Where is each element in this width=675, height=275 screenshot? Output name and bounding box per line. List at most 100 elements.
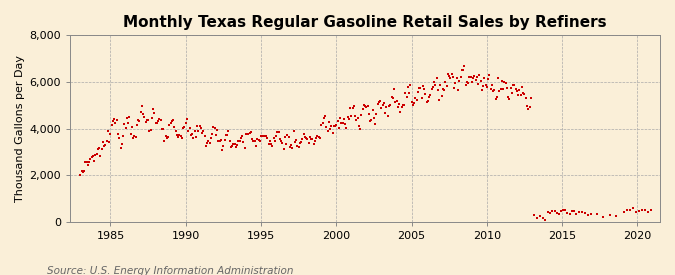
Point bbox=[307, 137, 318, 141]
Point bbox=[98, 139, 109, 144]
Point bbox=[342, 115, 353, 119]
Point bbox=[170, 128, 181, 133]
Point bbox=[202, 141, 213, 146]
Point bbox=[319, 114, 330, 119]
Point bbox=[153, 119, 163, 123]
Point bbox=[308, 142, 319, 146]
Point bbox=[386, 95, 397, 99]
Point bbox=[246, 130, 256, 134]
Point bbox=[183, 129, 194, 134]
Point bbox=[262, 136, 273, 141]
Point bbox=[512, 89, 522, 94]
Point bbox=[488, 89, 499, 94]
Point bbox=[351, 118, 362, 122]
Point bbox=[379, 101, 389, 106]
Point bbox=[597, 215, 608, 219]
Point bbox=[502, 86, 512, 90]
Point bbox=[354, 124, 364, 128]
Point bbox=[155, 117, 166, 122]
Point bbox=[234, 139, 245, 143]
Point bbox=[398, 103, 408, 108]
Point bbox=[303, 141, 314, 145]
Point bbox=[477, 87, 487, 92]
Point bbox=[316, 122, 327, 127]
Point bbox=[420, 92, 431, 97]
Point bbox=[290, 140, 300, 144]
Point bbox=[371, 111, 382, 116]
Point bbox=[396, 105, 407, 109]
Point bbox=[265, 139, 275, 143]
Point bbox=[322, 129, 333, 133]
Point bbox=[411, 98, 422, 102]
Point bbox=[583, 213, 593, 218]
Point bbox=[450, 81, 461, 85]
Point bbox=[116, 142, 127, 146]
Point bbox=[558, 208, 568, 213]
Point bbox=[506, 90, 517, 95]
Point bbox=[107, 123, 117, 128]
Point bbox=[347, 106, 358, 110]
Point bbox=[231, 145, 242, 149]
Point bbox=[146, 116, 157, 120]
Point bbox=[107, 119, 118, 123]
Point bbox=[158, 127, 169, 131]
Point bbox=[132, 123, 142, 128]
Point bbox=[169, 125, 180, 129]
Point bbox=[366, 118, 377, 123]
Point bbox=[266, 142, 277, 146]
Point bbox=[193, 128, 204, 133]
Point bbox=[472, 81, 483, 86]
Point bbox=[380, 111, 391, 116]
Point bbox=[196, 131, 207, 135]
Point bbox=[414, 86, 425, 90]
Point bbox=[390, 100, 401, 104]
Point bbox=[269, 139, 280, 144]
Point bbox=[159, 139, 170, 143]
Point bbox=[579, 211, 590, 215]
Point bbox=[391, 98, 402, 103]
Point bbox=[200, 144, 211, 148]
Point bbox=[624, 208, 635, 212]
Point bbox=[340, 121, 350, 126]
Point bbox=[566, 208, 577, 213]
Point bbox=[237, 134, 248, 139]
Point bbox=[304, 135, 315, 139]
Point bbox=[254, 139, 265, 143]
Point bbox=[119, 121, 130, 126]
Text: Source: U.S. Energy Information Administration: Source: U.S. Energy Information Administ… bbox=[47, 266, 294, 275]
Point bbox=[436, 94, 447, 98]
Point bbox=[275, 139, 286, 144]
Point bbox=[298, 132, 309, 136]
Point bbox=[556, 209, 566, 213]
Point bbox=[272, 130, 283, 134]
Point bbox=[433, 88, 443, 92]
Point bbox=[312, 134, 323, 138]
Point bbox=[469, 74, 480, 79]
Point bbox=[151, 121, 162, 125]
Point bbox=[454, 79, 464, 83]
Point bbox=[481, 84, 492, 89]
Point bbox=[326, 124, 337, 128]
Point bbox=[364, 112, 375, 116]
Point bbox=[408, 103, 418, 107]
Point bbox=[145, 128, 156, 133]
Point bbox=[400, 90, 410, 95]
Point bbox=[522, 104, 533, 108]
Point bbox=[361, 105, 372, 110]
Point bbox=[301, 135, 312, 140]
Point bbox=[117, 133, 128, 138]
Point bbox=[128, 136, 138, 140]
Point bbox=[144, 128, 155, 133]
Point bbox=[190, 135, 201, 139]
Point bbox=[494, 89, 505, 93]
Point bbox=[126, 125, 137, 130]
Point bbox=[525, 95, 536, 100]
Point bbox=[179, 125, 190, 129]
Point bbox=[445, 76, 456, 81]
Point bbox=[250, 144, 261, 148]
Point bbox=[543, 210, 554, 214]
Point bbox=[120, 126, 131, 130]
Point bbox=[95, 153, 106, 158]
Point bbox=[327, 131, 338, 135]
Point bbox=[296, 140, 306, 144]
